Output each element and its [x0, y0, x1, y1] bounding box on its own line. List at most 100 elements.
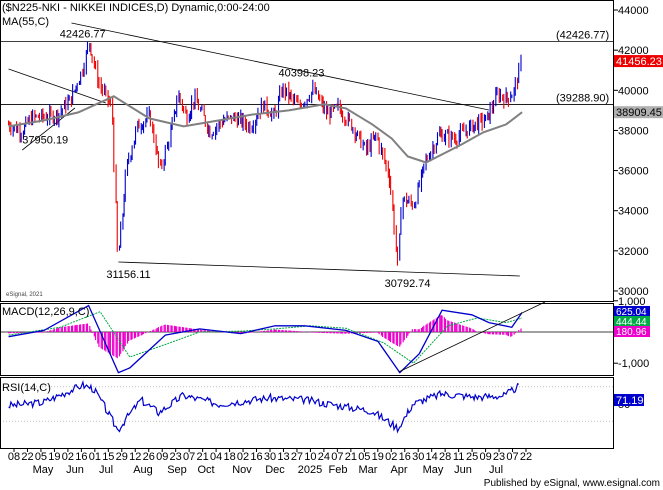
x-tick-16: 18	[223, 451, 235, 463]
x-tick-7: 15	[102, 451, 114, 463]
x-tick-20: 13	[277, 451, 289, 463]
month-label-1: Jun	[66, 464, 84, 476]
x-tick-10: 26	[143, 451, 155, 463]
price-last-1: 38909.45	[616, 107, 662, 119]
x-tick-33: 11	[453, 451, 464, 463]
price-annotation-1: 37950.19	[22, 134, 68, 146]
x-tick-0: 08	[8, 451, 20, 463]
x-tick-18: 16	[250, 451, 262, 463]
ma-legend: MA(55,C)	[2, 16, 49, 28]
price-panel: (42426.77) (39288.90) 42426.77 37950.19 403…	[0, 2, 663, 298]
ma-55-line	[8, 95, 523, 164]
x-tick-12: 23	[170, 451, 182, 463]
month-label-0: May	[33, 464, 54, 476]
x-tick-8: 29	[116, 451, 128, 463]
month-label-3: Aug	[133, 464, 153, 476]
chart-title: ($N225-NKI - NIKKEI INDICES,D) Dynamic,0…	[2, 2, 270, 14]
price-y-axis: 44000 42000 40000 38000 36000 34000 32000 30000…	[614, 5, 663, 298]
trendlines	[8, 22, 520, 277]
resistance-label-1: (39288.90)	[556, 93, 609, 105]
macd-last-2: 180.96	[616, 327, 647, 338]
x-tick-36: 23	[493, 451, 505, 463]
month-label-2: Jul	[99, 464, 113, 476]
price-annotation-3: 31156.11	[106, 269, 150, 281]
x-tick-35: 09	[479, 451, 491, 463]
price-tick-3: 38000	[618, 125, 649, 137]
price-annotations: 42426.77 37950.19 40398.23 31156.11 30792.74	[22, 29, 430, 290]
x-tick-30: 30	[412, 451, 424, 463]
x-tick-22: 10	[304, 451, 316, 463]
macd-legend: MACD(12,26,9,C)	[2, 306, 89, 318]
month-label-5: Oct	[197, 464, 214, 476]
month-label-12: May	[423, 464, 444, 476]
month-label-6: Nov	[232, 464, 252, 476]
macd-line	[8, 304, 523, 374]
month-label-7: Dec	[265, 464, 285, 476]
rsi-y-axis: 5071.19	[614, 394, 644, 411]
month-label-14: Jul	[489, 464, 503, 476]
x-tick-23: 24	[318, 451, 330, 463]
macd-last-1: 444.44	[616, 317, 647, 328]
x-tick-9: 12	[129, 451, 141, 463]
price-last-0: 41456.23	[616, 56, 662, 68]
macd-last-0: 625.04	[616, 307, 647, 318]
price-annotation-2: 40398.23	[279, 67, 325, 79]
price-tick-1: 42000	[618, 45, 649, 57]
x-tick-28: 02	[385, 451, 397, 463]
x-tick-27: 19	[372, 451, 384, 463]
x-tick-17: 02	[237, 451, 249, 463]
price-tick-2: 40000	[618, 85, 649, 97]
x-tick-1: 22	[21, 451, 33, 463]
x-tick-32: 28	[439, 451, 451, 463]
month-label-11: Apr	[390, 464, 407, 476]
footer-credit: Published by eSignal, www.esignal.com	[484, 478, 660, 489]
x-tick-2: 05	[35, 451, 47, 463]
rsi-line	[8, 380, 519, 434]
price-tick-4: 36000	[618, 166, 649, 178]
price-tick-5: 34000	[618, 206, 649, 218]
watermark: eSignal, 2021	[6, 292, 43, 298]
rsi-last: 71.19	[616, 395, 644, 407]
x-tick-4: 02	[62, 451, 74, 463]
x-tick-15: 04	[210, 451, 222, 463]
trendline-3	[118, 261, 520, 277]
macd-trendline	[398, 301, 546, 373]
price-tick-7: 30000	[618, 286, 649, 298]
rsi-panel: 5071.19 RSI(14,C)	[0, 380, 644, 434]
macd-tick-0: 1,000	[618, 296, 646, 308]
x-tick-25: 21	[345, 451, 357, 463]
x-tick-19: 30	[264, 451, 276, 463]
x-tick-37: 07	[506, 451, 518, 463]
x-tick-24: 07	[331, 451, 343, 463]
x-tick-31: 14	[426, 451, 438, 463]
trendline-2	[71, 22, 490, 111]
x-tick-38: 22	[520, 451, 532, 463]
x-axis: 08 22 05 19 02 16 01 15 29 12 26 09 23 07 21 04 18 02 16 30…	[8, 448, 532, 476]
x-tick-26: 05	[358, 451, 370, 463]
x-tick-29: 16	[399, 451, 411, 463]
x-tick-14: 21	[197, 451, 209, 463]
resistance-label-0: (42426.77)	[556, 30, 609, 42]
x-tick-21: 27	[291, 451, 303, 463]
macd-signal-line	[8, 311, 523, 364]
x-tick-11: 09	[156, 451, 168, 463]
price-tick-0: 44000	[618, 5, 649, 17]
x-tick-3: 19	[48, 451, 60, 463]
month-label-13: Jun	[454, 464, 472, 476]
month-label-10: Mar	[359, 464, 378, 476]
price-annotation-4: 30792.74	[385, 278, 431, 290]
rsi-legend: RSI(14,C)	[2, 382, 51, 394]
month-label-8: 2025	[298, 464, 322, 476]
x-tick-13: 07	[183, 451, 195, 463]
x-tick-5: 16	[75, 451, 87, 463]
trendline-0	[8, 68, 106, 104]
macd-tick-2: -1,000	[618, 358, 649, 370]
month-label-4: Sep	[167, 464, 187, 476]
price-series	[8, 41, 522, 266]
month-label-9: Feb	[329, 464, 348, 476]
x-tick-34: 25	[466, 451, 478, 463]
price-annotation-0: 42426.77	[60, 29, 106, 41]
